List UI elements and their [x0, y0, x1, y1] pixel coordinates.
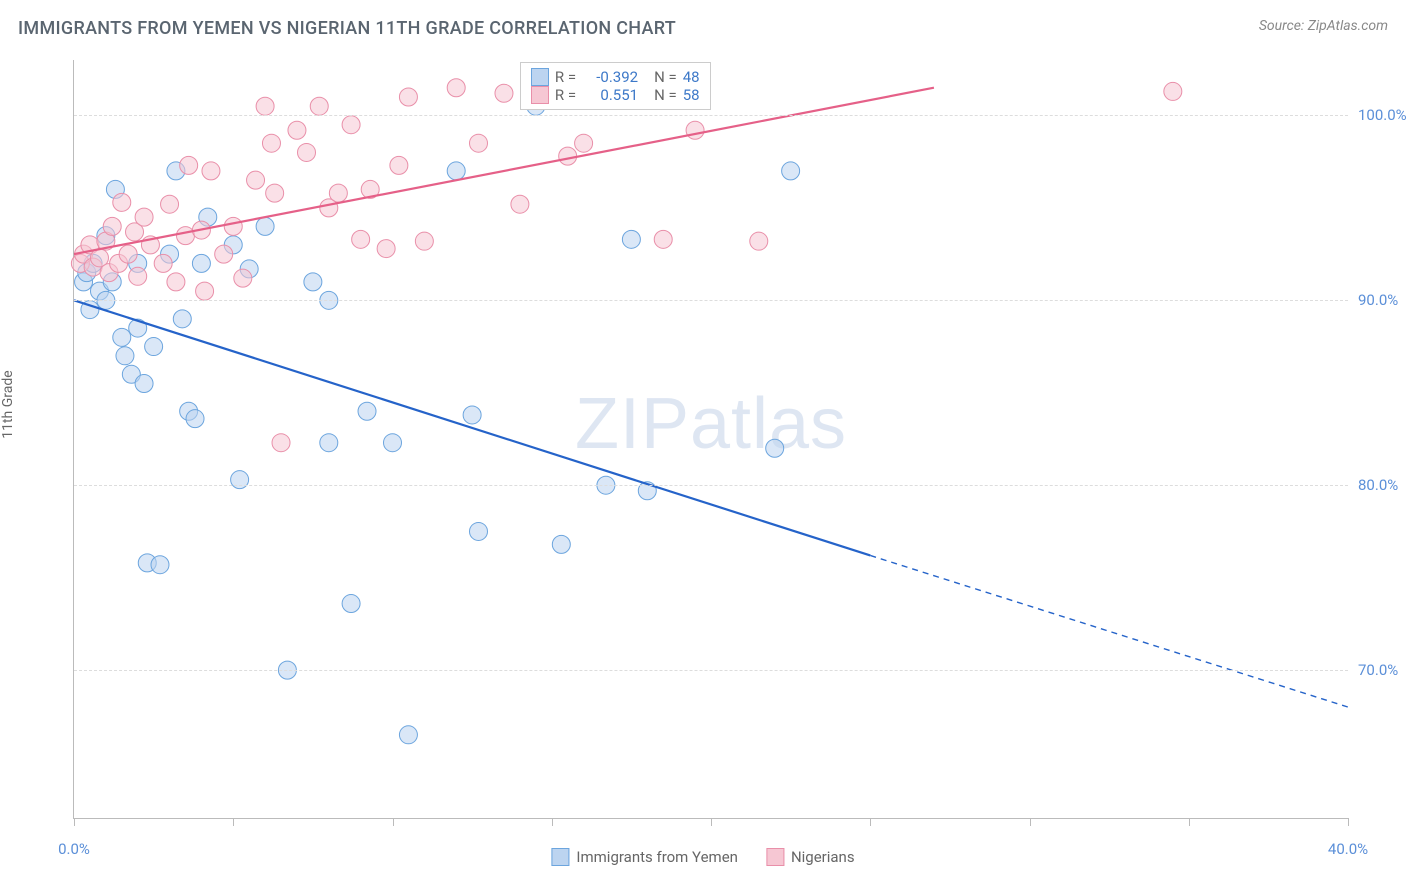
legend-swatch — [551, 848, 569, 866]
x-tick — [1189, 818, 1190, 826]
x-tick — [1348, 818, 1349, 826]
x-tick-label: 0.0% — [58, 840, 90, 858]
chart-container: 11th Grade ZIPatlas R =-0.392N =48R =0.5… — [18, 55, 1388, 874]
chart-title: IMMIGRANTS FROM YEMEN VS NIGERIAN 11TH G… — [18, 18, 676, 39]
x-tick — [711, 818, 712, 826]
y-tick-label: 100.0% — [1358, 106, 1406, 124]
y-tick-label: 80.0% — [1358, 476, 1406, 494]
plot-area: ZIPatlas R =-0.392N =48R =0.551N =58 70.… — [73, 60, 1348, 819]
gridline — [74, 670, 1348, 671]
correlation-legend-box: R =-0.392N =48R =0.551N =58 — [520, 62, 711, 110]
gridline — [74, 115, 1348, 116]
y-axis-label: 11th Grade — [0, 370, 16, 438]
x-tick — [74, 818, 75, 826]
legend-item: Nigerians — [766, 848, 855, 866]
legend-swatch — [766, 848, 784, 866]
legend-label: Nigerians — [791, 848, 855, 866]
correlation-row: R =0.551N =58 — [531, 86, 700, 104]
legend-swatch — [531, 68, 549, 86]
gridline — [74, 300, 1348, 301]
y-tick-label: 90.0% — [1358, 291, 1406, 309]
series-legend: Immigrants from Yemen Nigerians — [551, 848, 854, 866]
legend-label: Immigrants from Yemen — [576, 848, 738, 866]
correlation-row: R =-0.392N =48 — [531, 68, 700, 86]
x-tick — [552, 818, 553, 826]
legend-swatch — [531, 86, 549, 104]
x-tick-label: 40.0% — [1328, 840, 1368, 858]
source-label: Source: ZipAtlas.com — [1259, 18, 1388, 39]
x-tick — [393, 818, 394, 826]
legend-item: Immigrants from Yemen — [551, 848, 738, 866]
chart-svg — [74, 60, 1348, 818]
x-tick — [870, 818, 871, 826]
x-tick — [233, 818, 234, 826]
y-tick-label: 70.0% — [1358, 661, 1406, 679]
x-tick — [1030, 818, 1031, 826]
gridline — [74, 485, 1348, 486]
